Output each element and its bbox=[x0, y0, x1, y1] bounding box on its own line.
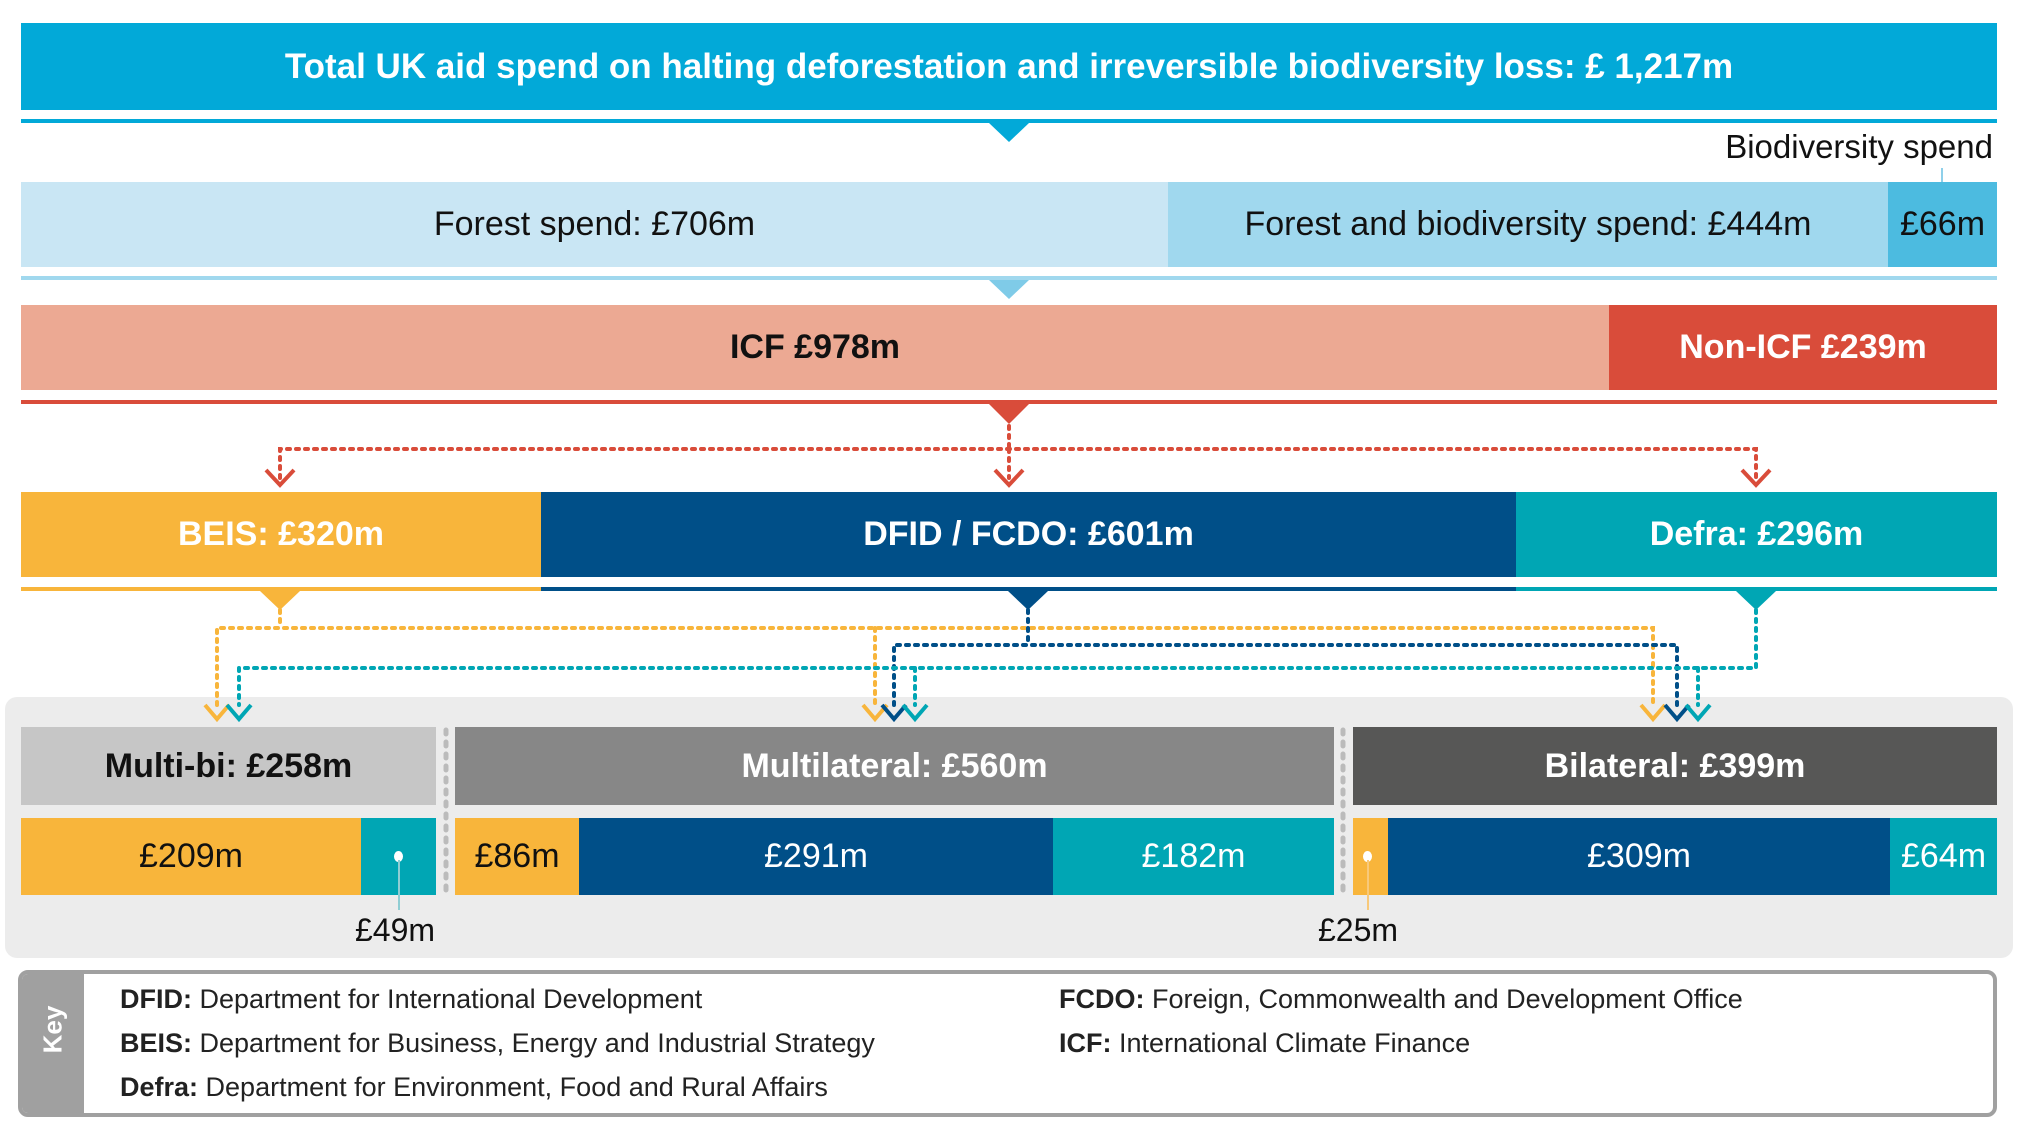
divider bbox=[21, 276, 1997, 280]
key-desc: Department for Business, Energy and Indu… bbox=[192, 1028, 875, 1058]
forest-biodiversity-spend-bar: Forest and biodiversity spend: £444m bbox=[1168, 182, 1888, 267]
multi-bi-bar: Multi-bi: £258m bbox=[21, 727, 436, 805]
bilateral-beis-label: £25m bbox=[1318, 912, 1399, 948]
key-term: DFID: bbox=[120, 984, 192, 1014]
down-arrow-icon bbox=[1008, 591, 1048, 610]
forest-spend-bar: Forest spend: £706m bbox=[21, 182, 1168, 267]
key-term: ICF: bbox=[1059, 1028, 1112, 1058]
bilateral-bar: Bilateral: £399m bbox=[1353, 727, 1997, 805]
icf-to-departments-connector bbox=[278, 424, 1758, 480]
separator bbox=[443, 727, 1346, 895]
arrow-icon bbox=[880, 703, 1691, 723]
key-term: Defra: bbox=[120, 1072, 199, 1102]
multilateral-defra-segment: £182m bbox=[1053, 818, 1334, 895]
biodiversity-spend-label: Biodiversity spend bbox=[1725, 128, 1993, 165]
divider bbox=[21, 400, 1997, 404]
beis-bar: BEIS: £320m bbox=[21, 492, 541, 577]
divider bbox=[21, 587, 541, 591]
icf-bar: ICF £978m bbox=[21, 305, 1609, 390]
dfid-connector bbox=[892, 608, 1679, 707]
key-term: BEIS: bbox=[120, 1028, 193, 1058]
multilateral-bar: Multilateral: £560m bbox=[455, 727, 1334, 805]
callout-dot bbox=[1363, 851, 1372, 862]
non-icf-bar: Non-ICF £239m bbox=[1609, 305, 1997, 390]
key-desc: Department for Environment, Food and Rur… bbox=[198, 1072, 828, 1102]
callout-dot bbox=[394, 851, 403, 862]
down-arrow-icon bbox=[989, 280, 1029, 299]
key-term: FCDO: bbox=[1059, 984, 1145, 1014]
bilateral-dfid-segment: £309m bbox=[1388, 818, 1890, 895]
arrow-icon bbox=[264, 468, 1772, 488]
divider bbox=[21, 119, 1997, 123]
biodiversity-spend-bar: £66m bbox=[1888, 182, 1997, 267]
defra-connector bbox=[237, 608, 1758, 707]
multilateral-beis-segment: £86m bbox=[455, 818, 579, 895]
arrow-icon bbox=[225, 703, 1712, 723]
bilateral-defra-segment: £64m bbox=[1890, 818, 1997, 895]
key-desc: Department for International Development bbox=[191, 984, 703, 1014]
down-arrow-icon bbox=[989, 404, 1029, 424]
callout-line bbox=[1367, 860, 1369, 910]
multilateral-dfid-segment: £291m bbox=[579, 818, 1053, 895]
key-item-icf: ICF: International Climate Finance bbox=[1059, 1028, 1470, 1059]
key-box: Key bbox=[18, 970, 1997, 1117]
key-desc: International Climate Finance bbox=[1111, 1028, 1471, 1058]
down-arrow-icon bbox=[989, 123, 1029, 142]
down-arrow-icon bbox=[260, 591, 300, 610]
total-spend-banner: Total UK aid spend on halting deforestat… bbox=[21, 23, 1997, 110]
key-item-fcdo: FCDO: Foreign, Commonwealth and Developm… bbox=[1059, 984, 1743, 1015]
down-arrow-icon bbox=[1736, 591, 1776, 610]
key-tab bbox=[22, 974, 84, 1113]
callout-line bbox=[398, 860, 400, 910]
multibi-defra-label: £49m bbox=[355, 912, 436, 948]
beis-connector bbox=[215, 608, 1655, 707]
dfid-fcdo-bar: DFID / FCDO: £601m bbox=[541, 492, 1516, 577]
key-desc: Foreign, Commonwealth and Development Of… bbox=[1144, 984, 1743, 1014]
key-item-beis: BEIS: Department for Business, Energy an… bbox=[120, 1028, 875, 1059]
multibi-beis-segment: £209m bbox=[21, 818, 361, 895]
defra-bar: Defra: £296m bbox=[1516, 492, 1997, 577]
key-item-dfid: DFID: Department for International Devel… bbox=[120, 984, 702, 1015]
key-title: Key bbox=[37, 1005, 68, 1054]
arrow-icon bbox=[203, 703, 1667, 723]
key-item-defra: Defra: Department for Environment, Food … bbox=[120, 1072, 828, 1103]
divider bbox=[1516, 587, 1997, 591]
divider bbox=[541, 587, 1516, 591]
